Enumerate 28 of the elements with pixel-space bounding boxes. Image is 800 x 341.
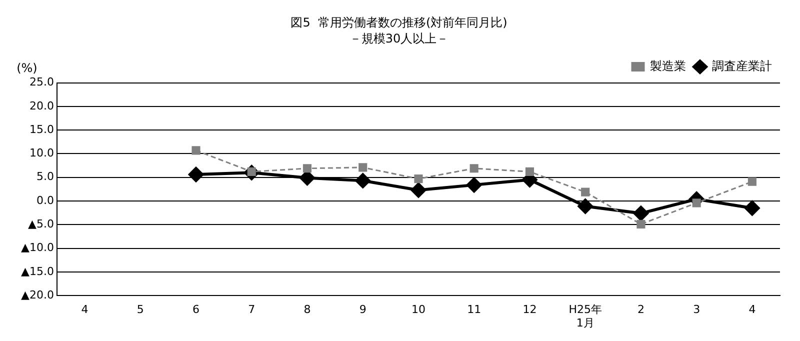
x-tick-label: 9 bbox=[359, 303, 366, 316]
x-tick-label: 3 bbox=[693, 303, 700, 316]
chart-title: 図5 常用労働者数の推移(対前年同月比) bbox=[290, 15, 508, 30]
y-axis-title: (%) bbox=[16, 60, 38, 75]
chart-subtitle: －規模30人以上－ bbox=[349, 32, 449, 46]
x-tick-label: 6 bbox=[192, 303, 200, 316]
legend-label: 調査産業計 bbox=[712, 58, 772, 73]
x-tick-label: H25年 1月 bbox=[568, 303, 602, 330]
x-tick-label: 8 bbox=[304, 303, 311, 316]
x-tick-label: 7 bbox=[248, 303, 256, 316]
x-tick-label: 2 bbox=[637, 303, 644, 316]
y-tick-label: 25.0 bbox=[29, 76, 54, 89]
x-tick-label: 12 bbox=[522, 303, 537, 316]
y-tick-label: 10.0 bbox=[29, 146, 54, 160]
y-tick-label: ▲15.0 bbox=[21, 264, 54, 278]
y-tick-label: 20.0 bbox=[29, 99, 54, 112]
legend-label: 製造業 bbox=[650, 58, 686, 73]
x-tick-label: 5 bbox=[136, 303, 144, 316]
x-tick-label: 4 bbox=[81, 303, 88, 316]
y-tick-label: ▲20.0 bbox=[21, 288, 54, 302]
x-tick-label: 4 bbox=[748, 303, 756, 316]
y-tick-label: 15.0 bbox=[29, 122, 54, 136]
y-tick-label: ▲5.0 bbox=[28, 218, 54, 231]
y-tick-label: 5.0 bbox=[36, 170, 54, 184]
x-tick-label: 10 bbox=[411, 303, 426, 316]
y-tick-label: 0.0 bbox=[36, 194, 54, 207]
y-tick-label: ▲10.0 bbox=[21, 241, 54, 254]
x-tick-label: 11 bbox=[467, 303, 482, 316]
